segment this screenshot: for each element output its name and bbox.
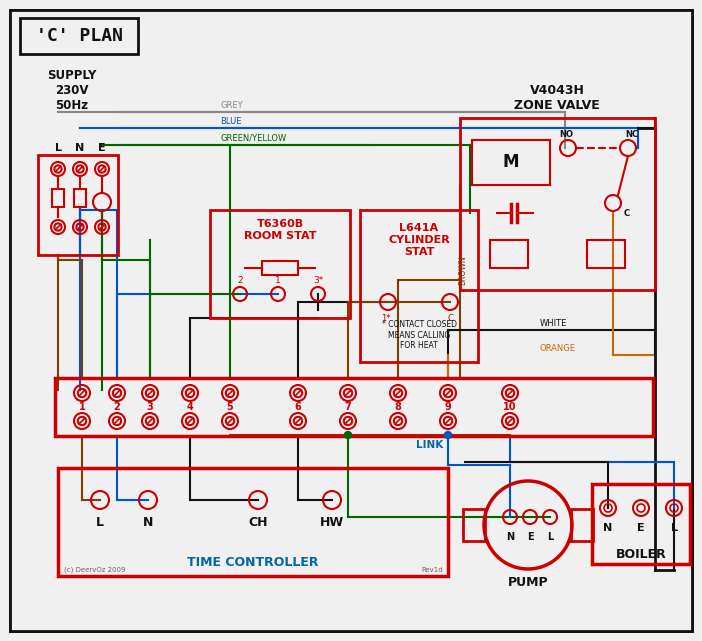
Text: SUPPLY
230V
50Hz: SUPPLY 230V 50Hz xyxy=(47,69,97,112)
Text: 1: 1 xyxy=(275,276,281,285)
Text: LINK: LINK xyxy=(416,440,444,450)
Text: C: C xyxy=(624,208,630,217)
Text: NC: NC xyxy=(625,129,639,138)
Text: 3*: 3* xyxy=(313,276,323,285)
Text: CH: CH xyxy=(249,517,267,529)
Text: 7: 7 xyxy=(345,402,352,412)
Text: * CONTACT CLOSED
MEANS CALLING
FOR HEAT: * CONTACT CLOSED MEANS CALLING FOR HEAT xyxy=(381,320,456,350)
Circle shape xyxy=(444,431,451,438)
Text: GREY: GREY xyxy=(220,101,243,110)
Bar xyxy=(58,468,448,576)
Text: N: N xyxy=(604,523,613,533)
Bar xyxy=(360,210,478,362)
Text: E: E xyxy=(526,532,534,542)
Text: E: E xyxy=(637,523,645,533)
Bar xyxy=(262,261,298,275)
Text: L: L xyxy=(55,143,62,153)
Text: 1: 1 xyxy=(79,402,86,412)
Text: 8: 8 xyxy=(395,402,402,412)
Text: GREEN/YELLOW: GREEN/YELLOW xyxy=(220,133,286,142)
Text: 3: 3 xyxy=(147,402,153,412)
Text: Rev1d: Rev1d xyxy=(421,567,443,573)
Text: L: L xyxy=(547,532,553,542)
Text: 6: 6 xyxy=(295,402,301,412)
Text: L641A
CYLINDER
STAT: L641A CYLINDER STAT xyxy=(388,224,450,256)
Bar xyxy=(55,378,653,436)
Text: 5: 5 xyxy=(227,402,233,412)
Text: 4: 4 xyxy=(187,402,193,412)
Text: BROWN: BROWN xyxy=(458,255,468,285)
Text: M: M xyxy=(503,153,519,171)
Text: N: N xyxy=(143,517,153,529)
Bar xyxy=(592,484,690,564)
Text: NO: NO xyxy=(559,129,573,138)
Bar xyxy=(472,140,550,185)
Bar xyxy=(587,240,625,268)
Text: L: L xyxy=(96,517,104,529)
Bar xyxy=(74,189,86,207)
Text: TIME CONTROLLER: TIME CONTROLLER xyxy=(187,556,319,569)
Text: 9: 9 xyxy=(444,402,451,412)
Text: 'C' PLAN: 'C' PLAN xyxy=(36,27,123,45)
Text: N: N xyxy=(506,532,514,542)
Bar xyxy=(210,210,350,318)
Text: 1*: 1* xyxy=(381,313,391,322)
Text: (c) DeervOz 2009: (c) DeervOz 2009 xyxy=(64,567,126,573)
Bar xyxy=(490,240,528,268)
Text: BOILER: BOILER xyxy=(616,547,666,560)
Text: BLUE: BLUE xyxy=(220,117,241,126)
Text: E: E xyxy=(98,143,106,153)
Text: HW: HW xyxy=(320,517,344,529)
Text: N: N xyxy=(75,143,85,153)
Text: PUMP: PUMP xyxy=(508,576,548,588)
Text: V4043H
ZONE VALVE: V4043H ZONE VALVE xyxy=(514,84,600,112)
Text: ORANGE: ORANGE xyxy=(540,344,576,353)
Text: L: L xyxy=(670,523,677,533)
Text: C: C xyxy=(447,313,453,322)
Text: 2: 2 xyxy=(114,402,120,412)
Bar xyxy=(571,509,593,541)
Bar xyxy=(460,118,655,290)
Text: 10: 10 xyxy=(503,402,517,412)
Text: T6360B
ROOM STAT: T6360B ROOM STAT xyxy=(244,219,316,241)
Bar xyxy=(38,155,118,255)
Bar xyxy=(52,189,64,207)
Bar xyxy=(463,509,485,541)
Text: 2: 2 xyxy=(237,276,243,285)
Bar xyxy=(20,18,138,54)
Text: WHITE: WHITE xyxy=(540,319,567,328)
Circle shape xyxy=(345,431,352,438)
